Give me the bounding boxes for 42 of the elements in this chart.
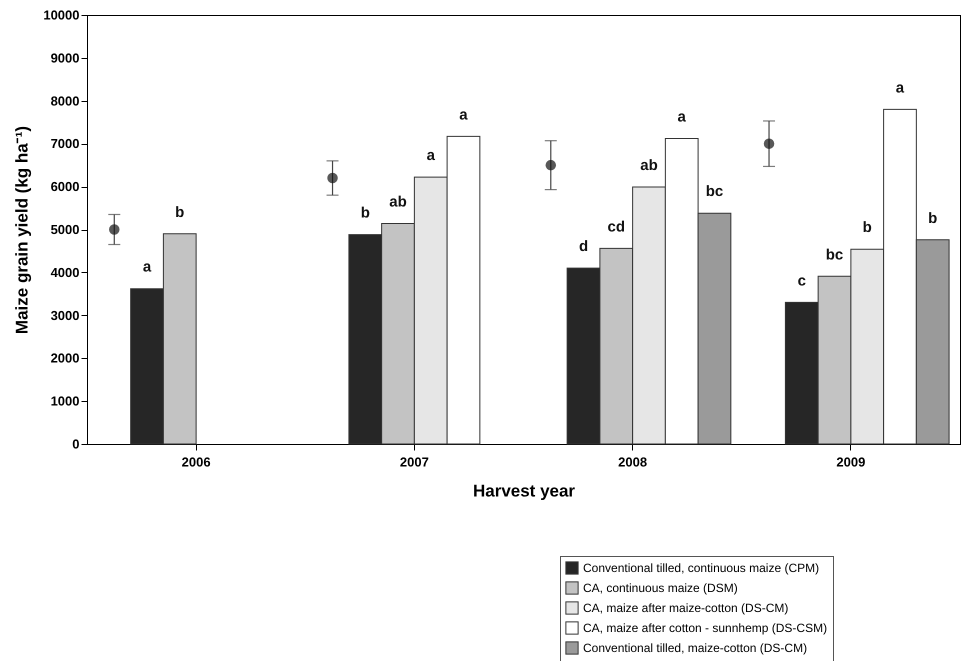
y-tick-label: 7000 — [50, 136, 80, 152]
point — [109, 224, 120, 235]
y-tick-label: 6000 — [50, 179, 80, 194]
point — [546, 160, 556, 170]
point — [764, 138, 774, 149]
data-label: b — [175, 204, 184, 221]
y-tick-label: 3000 — [50, 308, 80, 323]
legend-label: CA, continuous maize (DSM) — [583, 581, 738, 595]
legend-label: CA, maize after cotton - sunnhemp (DS-CSM) — [583, 621, 828, 635]
legend-label: CA, maize after maize-cotton (DS-CM) — [583, 601, 788, 615]
data-label: b — [928, 210, 938, 227]
data-label: a — [678, 108, 687, 126]
data-label: bc — [706, 183, 724, 200]
y-tick-label: 1000 — [50, 394, 80, 409]
y-axis-title: Maize grain yield (kg ha⁻¹) — [12, 126, 32, 334]
data-label: ab — [389, 193, 407, 210]
data-label: bc — [826, 246, 844, 264]
y-tick-label: 8000 — [50, 93, 80, 108]
x-tick-label: 2007 — [400, 454, 429, 470]
x-tick-label: 2009 — [836, 454, 866, 470]
y-tick-label: 2000 — [50, 350, 80, 366]
x-axis-title: Harvest year — [472, 482, 576, 500]
data-label: c — [798, 272, 806, 290]
x-tick-label: 2008 — [618, 454, 648, 470]
data-label: d — [578, 238, 588, 256]
y-tick-label: 9000 — [50, 50, 80, 66]
point — [327, 172, 338, 184]
data-label: a — [426, 147, 436, 164]
y-tick-label: 5000 — [50, 222, 80, 237]
data-label: b — [360, 204, 370, 222]
x-tick-label: 2006 — [182, 454, 211, 470]
legend-label: Conventional tilled, maize-cotton (DS-CM) — [583, 641, 808, 655]
y-tick-label: 4000 — [50, 264, 80, 280]
y-tick-label: 10000 — [43, 8, 80, 22]
data-label: a — [896, 79, 905, 96]
data-label: b — [862, 219, 872, 236]
data-label: cd — [608, 218, 626, 236]
data-label: a — [142, 258, 152, 276]
data-label: ab — [640, 157, 658, 174]
legend-label: Conventional tilled, continuous maize (CPM) — [583, 561, 820, 575]
data-label: a — [459, 106, 468, 124]
y-tick-label: 0 — [72, 436, 80, 452]
